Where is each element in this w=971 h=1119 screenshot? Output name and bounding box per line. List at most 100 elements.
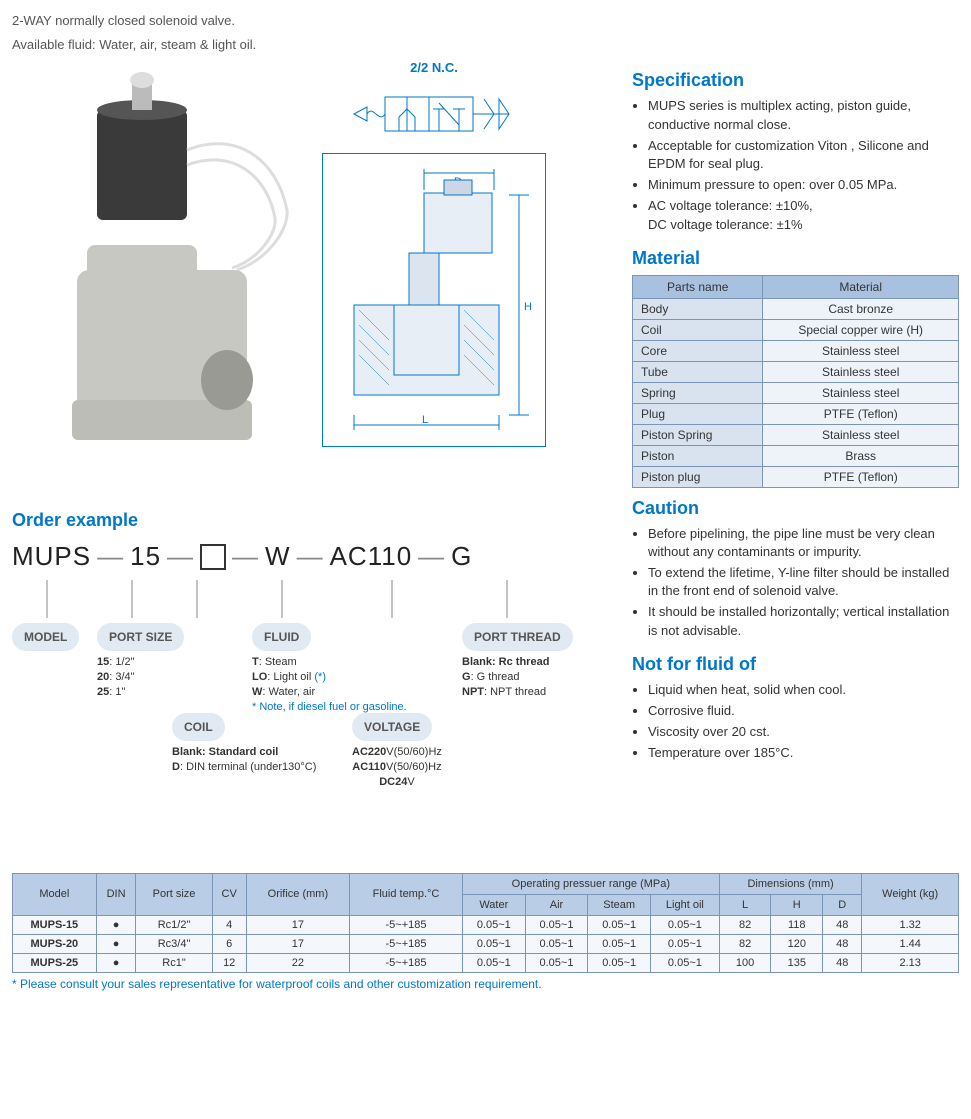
table-row: CoreStainless steel	[633, 340, 959, 361]
cell: Coil	[633, 319, 763, 340]
cell: 0.05~1	[462, 934, 525, 953]
option: D: DIN terminal (under130°C)	[172, 760, 316, 775]
th: Light oil	[651, 894, 720, 915]
material-th-1: Parts name	[633, 275, 763, 298]
cell: Cast bronze	[763, 298, 959, 319]
tag-fluid: FLUID T: SteamLO: Light oil (*)W: Water,…	[252, 623, 407, 713]
cell: MUPS-15	[13, 915, 97, 934]
notfor-list: Liquid when heat, solid when cool.Corros…	[632, 681, 959, 763]
th: D	[823, 894, 862, 915]
cell: Core	[633, 340, 763, 361]
material-table: Parts name Material BodyCast bronzeCoilS…	[632, 275, 959, 488]
cell: MUPS-20	[13, 934, 97, 953]
cell: ●	[96, 934, 136, 953]
spec-table: Model DIN Port size CV Orifice (mm) Flui…	[12, 873, 959, 973]
th: Air	[525, 894, 588, 915]
description-line2: Available fluid: Water, air, steam & lig…	[12, 36, 959, 54]
table-row: TubeStainless steel	[633, 361, 959, 382]
cell: 0.05~1	[462, 953, 525, 972]
cell: -5~+185	[350, 934, 463, 953]
cell: 0.05~1	[525, 953, 588, 972]
option: 25: 1"	[97, 685, 184, 700]
cell: Rc3/4"	[136, 934, 212, 953]
cell: 12	[212, 953, 246, 972]
cell: 6	[212, 934, 246, 953]
table-row: PlugPTFE (Teflon)	[633, 403, 959, 424]
st-pressure: Operating pressuer range (MPa)	[462, 873, 719, 894]
cell: Special copper wire (H)	[763, 319, 959, 340]
list-item: MUPS series is multiplex acting, piston …	[648, 97, 959, 133]
cell: 0.05~1	[525, 934, 588, 953]
tag-coil: COIL Blank: Standard coilD: DIN terminal…	[172, 713, 316, 776]
table-row: Piston plugPTFE (Teflon)	[633, 466, 959, 487]
list-item: Corrosive fluid.	[648, 702, 959, 720]
option: NPT: NPT thread	[462, 685, 573, 700]
list-item: AC voltage tolerance: ±10%, DC voltage t…	[648, 197, 959, 233]
cell: 135	[771, 953, 823, 972]
cell: 0.05~1	[462, 915, 525, 934]
st-model: Model	[13, 873, 97, 915]
main-layout: 2/2 N.C.	[12, 60, 959, 842]
table-row: BodyCast bronze	[633, 298, 959, 319]
description-line1: 2-WAY normally closed solenoid valve.	[12, 12, 959, 30]
table-row: CoilSpecial copper wire (H)	[633, 319, 959, 340]
option: AC110V(50/60)Hz	[352, 760, 442, 775]
table-row: MUPS-25●Rc1"1222-5~+1850.05~10.05~10.05~…	[13, 953, 959, 972]
cell: Piston plug	[633, 466, 763, 487]
table-row: PistonBrass	[633, 445, 959, 466]
cell: 120	[771, 934, 823, 953]
th: Steam	[588, 894, 651, 915]
caution-heading: Caution	[632, 498, 959, 519]
th: H	[771, 894, 823, 915]
cell: Stainless steel	[763, 340, 959, 361]
tag-voltage: VOLTAGE AC220V(50/60)HzAC110V(50/60)HzDC…	[352, 713, 442, 791]
table-row: MUPS-15●Rc1/2"417-5~+1850.05~10.05~10.05…	[13, 915, 959, 934]
tag-model: MODEL	[12, 623, 79, 655]
cell: 0.05~1	[588, 953, 651, 972]
cell: ●	[96, 915, 136, 934]
option: 20: 3/4"	[97, 670, 184, 685]
schematic-column: 2/2 N.C.	[322, 60, 546, 447]
option: T: Steam	[252, 655, 407, 670]
cell: 2.13	[862, 953, 959, 972]
st-dim: Dimensions (mm)	[719, 873, 862, 894]
footnote: * Please consult your sales representati…	[12, 977, 959, 991]
code-port: 15	[130, 541, 161, 571]
technical-drawing: D H L	[322, 153, 546, 447]
order-lines-icon	[12, 580, 612, 620]
tag-port-thread: PORT THREAD Blank: Rc threadG: G threadN…	[462, 623, 573, 701]
list-item: It should be installed horizontally; ver…	[648, 603, 959, 639]
cell: MUPS-25	[13, 953, 97, 972]
cell: Brass	[763, 445, 959, 466]
st-cv: CV	[212, 873, 246, 915]
table-row: Piston SpringStainless steel	[633, 424, 959, 445]
right-column: Specification MUPS series is multiplex a…	[632, 60, 959, 776]
order-code: MUPS—15——W—AC110—G	[12, 541, 612, 573]
cell: 1.32	[862, 915, 959, 934]
cell: PTFE (Teflon)	[763, 403, 959, 424]
svg-text:H: H	[524, 301, 532, 313]
material-th-2: Material	[763, 275, 959, 298]
cell: 0.05~1	[651, 953, 720, 972]
st-din: DIN	[96, 873, 136, 915]
cell: 82	[719, 915, 771, 934]
code-voltage: AC110	[330, 541, 413, 571]
cell: 17	[246, 934, 349, 953]
cell: 100	[719, 953, 771, 972]
code-thread: G	[451, 541, 472, 571]
cell: PTFE (Teflon)	[763, 466, 959, 487]
cell: 4	[212, 915, 246, 934]
option: G: G thread	[462, 670, 573, 685]
st-weight: Weight (kg)	[862, 873, 959, 915]
diagram-row: 2/2 N.C.	[12, 60, 612, 480]
valve-symbol-icon	[349, 89, 519, 139]
option: AC220V(50/60)Hz	[352, 745, 442, 760]
list-item: Minimum pressure to open: over 0.05 MPa.	[648, 176, 959, 194]
cell: 48	[823, 953, 862, 972]
list-item: Acceptable for customization Viton , Sil…	[648, 137, 959, 173]
st-orifice: Orifice (mm)	[246, 873, 349, 915]
notfor-heading: Not for fluid of	[632, 654, 959, 675]
cell: Rc1"	[136, 953, 212, 972]
material-heading: Material	[632, 248, 959, 269]
cell: Spring	[633, 382, 763, 403]
